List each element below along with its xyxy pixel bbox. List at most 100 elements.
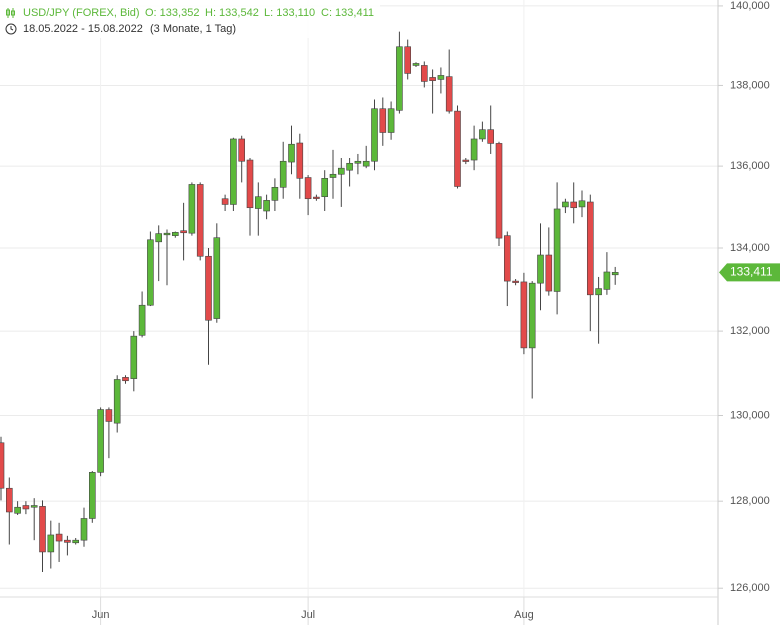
candle-body	[205, 255, 212, 321]
candle-body	[155, 233, 162, 243]
candle-body	[246, 159, 254, 209]
instrument-name: USD/JPY (FOREX, Bid)	[23, 7, 140, 19]
candle-body	[570, 201, 578, 209]
price-tag-box	[719, 263, 780, 282]
candle-body	[263, 200, 270, 212]
candle-body	[487, 129, 495, 144]
candle-body	[0, 442, 5, 489]
clock-icon	[5, 23, 17, 35]
candle-body	[271, 186, 279, 201]
candle-body	[97, 409, 104, 473]
candle-body	[238, 138, 245, 162]
period: (3 Monate, 1 Tag)	[150, 23, 236, 35]
candle-body	[595, 288, 602, 296]
candle-body	[611, 272, 619, 276]
candle-body	[122, 377, 129, 382]
candle-body	[362, 160, 370, 167]
candle-body	[495, 143, 503, 239]
candle-body	[89, 472, 96, 519]
candle-body	[196, 184, 204, 257]
candle-body	[255, 196, 262, 209]
candle-body	[288, 143, 295, 163]
candle-body	[279, 160, 287, 188]
candle-body	[586, 201, 594, 296]
x-tick-label: Jun	[92, 609, 110, 621]
y-tick-label: 140,000	[730, 0, 770, 12]
low-label: L: 133,110	[264, 7, 315, 19]
candle-body	[230, 138, 237, 205]
candle-body	[412, 63, 420, 66]
candle-body	[163, 232, 171, 236]
candles-layer	[0, 31, 619, 573]
candle-body	[221, 198, 229, 205]
candle-body	[387, 108, 395, 133]
candle-body	[454, 110, 461, 187]
candle-body	[520, 281, 528, 349]
candle-body	[445, 76, 453, 112]
candle-body	[147, 239, 154, 306]
grid-layer	[0, 0, 718, 597]
candle-body	[346, 162, 353, 171]
x-tick-label: Aug	[514, 609, 534, 621]
candle-body	[503, 235, 511, 282]
candle-body	[6, 487, 13, 513]
candle-body	[296, 142, 304, 179]
close-label: C: 133,411	[321, 7, 374, 19]
candle-body	[371, 108, 378, 162]
candle-body	[470, 138, 478, 161]
candle-body	[420, 65, 428, 82]
y-tick-label: 132,000	[730, 325, 770, 337]
candle-body	[30, 505, 38, 508]
candle-body	[172, 232, 179, 236]
candle-body	[462, 159, 470, 162]
candle-body	[180, 230, 187, 234]
candle-body	[354, 160, 362, 164]
candle-body	[188, 184, 196, 234]
candle-body	[55, 533, 63, 542]
candle-body	[321, 178, 329, 197]
candle-body	[528, 282, 536, 349]
candle-body	[578, 200, 586, 208]
y-tick-label: 138,000	[730, 79, 770, 91]
candle-body	[479, 129, 486, 140]
y-tick-label: 126,000	[730, 582, 770, 594]
candle-body	[429, 77, 436, 81]
candle-body	[304, 177, 312, 200]
header: USD/JPY (FOREX, Bid) O: 133,352 H: 133,5…	[0, 0, 380, 38]
candle-body	[553, 208, 561, 292]
candle-body	[603, 271, 611, 290]
candle-body	[545, 254, 553, 292]
candle-body	[64, 539, 71, 543]
candle-body	[437, 75, 445, 80]
candle-body	[329, 173, 337, 178]
y-tick-label: 136,000	[730, 160, 770, 172]
candle-body	[47, 534, 55, 553]
candle-body	[130, 335, 138, 379]
candle-body	[113, 379, 121, 424]
candle-body	[337, 167, 345, 175]
y-tick-label: 134,000	[730, 242, 770, 254]
candle-body	[213, 237, 221, 319]
candle-body	[396, 46, 403, 111]
date-range: 18.05.2022 - 15.08.2022	[23, 23, 143, 35]
price-tag: 133,411	[719, 263, 780, 282]
candle-body	[379, 108, 387, 133]
candle-body	[14, 506, 21, 514]
price-tag-label: 133,411	[730, 265, 773, 279]
candle-icon	[6, 8, 15, 18]
candle-body	[512, 280, 519, 283]
candle-body	[313, 196, 320, 199]
candle-body	[80, 518, 88, 541]
candle-body	[562, 201, 569, 208]
candle-body	[22, 505, 30, 510]
candle-body	[537, 254, 544, 284]
high-label: H: 133,542	[205, 7, 259, 19]
candle-body	[105, 409, 113, 422]
open-label: O: 133,352	[145, 7, 199, 19]
candle-body	[404, 46, 412, 74]
header-bg	[0, 0, 380, 38]
y-tick-label: 130,000	[730, 409, 770, 421]
x-tick-label: Jul	[301, 609, 315, 621]
candle-body	[138, 304, 146, 336]
